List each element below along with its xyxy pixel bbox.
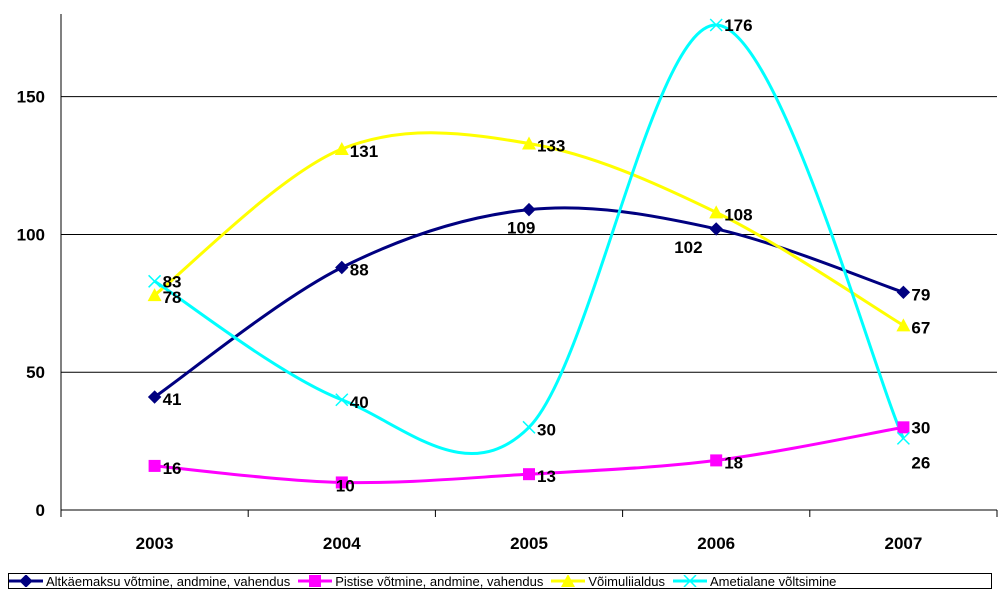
data-point [683, 575, 697, 587]
data-point [561, 575, 576, 587]
data-label: 108 [724, 205, 752, 224]
gridlines [61, 96, 997, 373]
x-tick-label: 2003 [136, 534, 174, 553]
data-point [523, 468, 535, 481]
data-label: 67 [911, 318, 930, 337]
data-label: 176 [724, 16, 752, 35]
data-point [148, 274, 162, 288]
data-point [309, 575, 322, 587]
data-label: 83 [163, 272, 182, 291]
data-point [710, 454, 723, 467]
legend-swatch [9, 575, 43, 587]
x-tick-label: 2007 [884, 534, 922, 553]
data-point [147, 288, 162, 302]
y-tick-label: 150 [17, 88, 45, 107]
data-point [335, 393, 349, 407]
data-point [896, 318, 911, 332]
legend-swatch [672, 575, 707, 587]
legend: Altkäemaksu võtmine, andmine, vahendus Pi… [8, 573, 992, 589]
data-point [522, 420, 536, 434]
data-point [335, 476, 348, 489]
data-label: 30 [537, 420, 556, 439]
data-label: 109 [507, 219, 535, 238]
data-label: 41 [163, 390, 182, 409]
data-label: 88 [350, 261, 369, 280]
data-label: 10 [336, 476, 355, 495]
legend-item: Altkäemaksu võtmine, andmine, vahendus [9, 573, 291, 589]
x-tick-label: 2004 [323, 534, 361, 553]
y-tick-label: 50 [26, 363, 45, 382]
legend-label: Ametialane võltsimine [709, 573, 837, 589]
data-label: 40 [350, 393, 369, 412]
legend-swatch [551, 575, 586, 587]
data-point [709, 222, 723, 236]
data-point [335, 260, 349, 275]
legend-label: Võimuliialdus [588, 573, 665, 589]
data-point [148, 459, 161, 472]
data-point [147, 390, 162, 404]
data-point [19, 575, 33, 587]
y-tick-label: 100 [17, 225, 45, 244]
data-point [896, 285, 911, 300]
legend-item: Ametialane võltsimine [672, 573, 837, 589]
data-label: 102 [674, 238, 702, 257]
data-label: 133 [537, 137, 565, 156]
legend-item: Pistise võtmine, andmine, vahendus [298, 573, 544, 589]
data-label: 30 [911, 418, 930, 437]
data-point [522, 202, 536, 217]
axes: 0 50 100 150 2003 2004 2005 2006 2007 [17, 14, 998, 553]
data-point [522, 136, 536, 150]
series-lines [147, 18, 911, 489]
data-label: 16 [163, 459, 182, 478]
data-point [709, 18, 723, 32]
y-tick-label: 0 [36, 501, 45, 520]
data-labels: 41 88 109 102 79 16 10 13 18 30 78 131 133 108 67 83 40 3… [163, 16, 931, 495]
data-point [896, 431, 910, 445]
legend-label: Altkäemaksu võtmine, andmine, vahendus [46, 573, 291, 589]
legend-item: Võimuliialdus [551, 573, 665, 589]
x-tick-label: 2005 [510, 534, 548, 553]
data-label: 18 [724, 453, 743, 472]
data-point [897, 421, 910, 434]
x-tick-label: 2006 [697, 534, 735, 553]
legend-swatch [298, 575, 333, 587]
data-label: 78 [163, 288, 182, 307]
series-x-line [153, 23, 905, 456]
data-label: 13 [537, 467, 556, 486]
data-label: 131 [350, 142, 378, 161]
data-label: 26 [911, 453, 930, 472]
legend-label: Pistise võtmine, andmine, vahendus [335, 573, 544, 589]
data-label: 79 [911, 285, 930, 304]
data-point [709, 205, 724, 219]
data-point [334, 142, 349, 156]
